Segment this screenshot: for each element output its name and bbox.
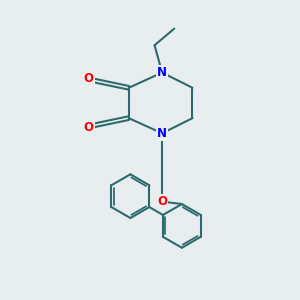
Text: O: O bbox=[84, 72, 94, 85]
Text: N: N bbox=[157, 66, 167, 79]
Text: O: O bbox=[84, 121, 94, 134]
Text: O: O bbox=[157, 195, 167, 208]
Text: N: N bbox=[157, 127, 167, 140]
